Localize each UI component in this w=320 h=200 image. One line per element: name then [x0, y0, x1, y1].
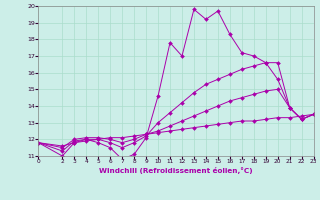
X-axis label: Windchill (Refroidissement éolien,°C): Windchill (Refroidissement éolien,°C) — [99, 167, 253, 174]
